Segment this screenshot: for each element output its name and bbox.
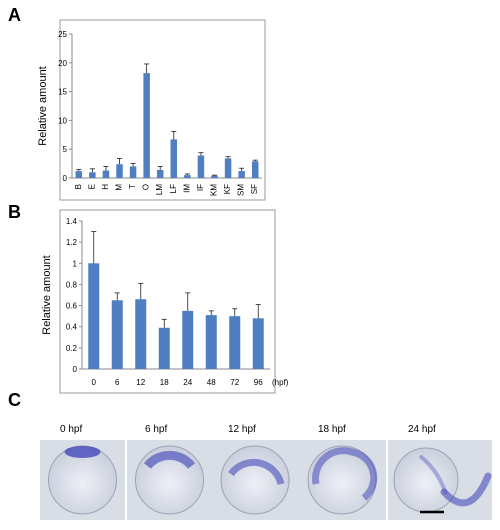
bar-12 [135,299,147,369]
embryo-image [40,440,125,520]
bar-IM [184,175,191,178]
embryo-image [212,440,298,520]
embryo-drawing [48,445,117,515]
y-tick-label: 0.4 [66,323,78,332]
embryo-label: 12 hpf [228,424,256,435]
x-tick-label: 12 [136,378,145,387]
y-tick-label: 0 [73,365,78,374]
bar-H [102,170,110,178]
panel-label-b: B [8,202,21,222]
x-tick-label: 18 [160,378,169,387]
embryo-image [388,440,492,520]
y-tick-label: 0 [63,174,68,183]
bar-72 [229,316,241,369]
y-tick-label: 0.6 [66,302,78,311]
bar-T [129,166,137,178]
x-tick-label: 96 [254,378,263,387]
x-tick-label: 72 [230,378,239,387]
bar-0 [88,263,100,369]
x-tick-label: B [74,184,83,189]
panel-label-a: A [8,5,21,25]
y-tick-label: 1 [73,259,78,268]
bar-18 [158,327,170,369]
y-tick-label: 1.4 [66,217,78,226]
y-tick-label: 5 [63,145,68,154]
x-tick-label: LF [169,184,178,193]
x-tick-label: 6 [115,378,120,387]
bar-E [89,172,96,178]
y-tick-label: 20 [58,59,67,68]
bar-SF [251,161,259,178]
x-tick-label: LM [155,184,164,195]
x-tick-label: SF [250,184,259,194]
embryo-drawing [307,445,378,515]
embryo-label: 6 hpf [145,424,168,435]
bar-M [116,164,123,178]
x-axis-label: (hpf) [272,378,289,387]
embryo-drawing [393,447,492,514]
embryo-image [298,440,386,520]
bar-SM [238,171,245,178]
y-axis-label: Relative amount [41,255,53,335]
x-tick-label: H [101,184,110,190]
embryo-image [127,440,212,520]
embryo-drawing [220,445,290,515]
x-tick-label: O [142,184,151,190]
y-tick-label: 0.8 [66,280,78,289]
x-tick-label: E [87,184,96,189]
bar-O [143,73,150,178]
chart-frame [59,19,266,201]
bar-LF [170,139,178,178]
y-tick-label: 0.2 [66,344,78,353]
x-tick-label: 48 [207,378,216,387]
bar-B [75,171,83,178]
x-tick-label: IF [196,184,205,191]
bar-6 [111,300,123,369]
y-tick-label: 1.2 [66,238,78,247]
bar-IF [197,155,205,178]
bar-96 [252,318,264,369]
bar-48 [205,315,217,369]
bar-24 [182,310,194,369]
embryo-label: 18 hpf [318,424,346,435]
x-tick-label: 24 [183,378,192,387]
embryo-label: 0 hpf [60,424,83,435]
embryo-label: 24 hpf [408,424,436,435]
chart-frame [59,209,276,394]
chart-b: 0 0.2 0.4 0.6 0.8 1 1.2 1.4 Relative amount 0 6 12 1… [41,209,289,394]
x-tick-label: IM [182,184,191,193]
bar-KF [224,158,232,178]
bar-LM [156,169,164,178]
y-axis-label: Relative amount [37,66,49,146]
embryo-drawing [135,445,204,515]
x-tick-label: 0 [92,378,97,387]
x-tick-label: SM [237,184,246,196]
bar-KM [211,175,218,178]
y-tick-label: 25 [58,30,67,39]
x-tick-label: T [128,184,137,189]
panel-label-c: C [8,390,21,410]
chart-a: 0 5 10 15 20 25 Relative amount B E H M T O LM LF IM IF K… [37,19,266,201]
y-tick-label: 15 [58,88,67,97]
y-tick-label: 10 [58,116,67,125]
x-tick-label: KM [210,184,219,196]
x-tick-label: M [115,184,124,191]
x-tick-label: KF [223,184,232,194]
